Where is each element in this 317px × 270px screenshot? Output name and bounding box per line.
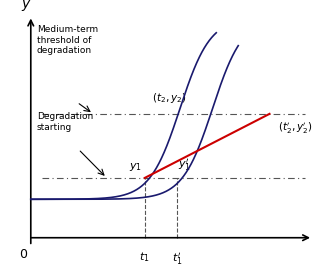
Text: $t_1^{\prime}$: $t_1^{\prime}$ [172, 251, 183, 266]
Text: $(t_2, y_2)$: $(t_2, y_2)$ [152, 91, 186, 105]
Text: Degradation
starting: Degradation starting [37, 112, 93, 131]
Text: $y_1$: $y_1$ [129, 161, 142, 173]
Text: $y_1^{\prime}$: $y_1^{\prime}$ [178, 157, 191, 173]
Text: $(t_2^{\prime}, y_2^{\prime})$: $(t_2^{\prime}, y_2^{\prime})$ [278, 120, 312, 136]
Text: $t_1$: $t_1$ [139, 251, 150, 264]
Text: Medium-term
threshold of
degradation: Medium-term threshold of degradation [37, 25, 98, 55]
Text: y: y [21, 0, 29, 11]
Text: 0: 0 [19, 248, 27, 261]
